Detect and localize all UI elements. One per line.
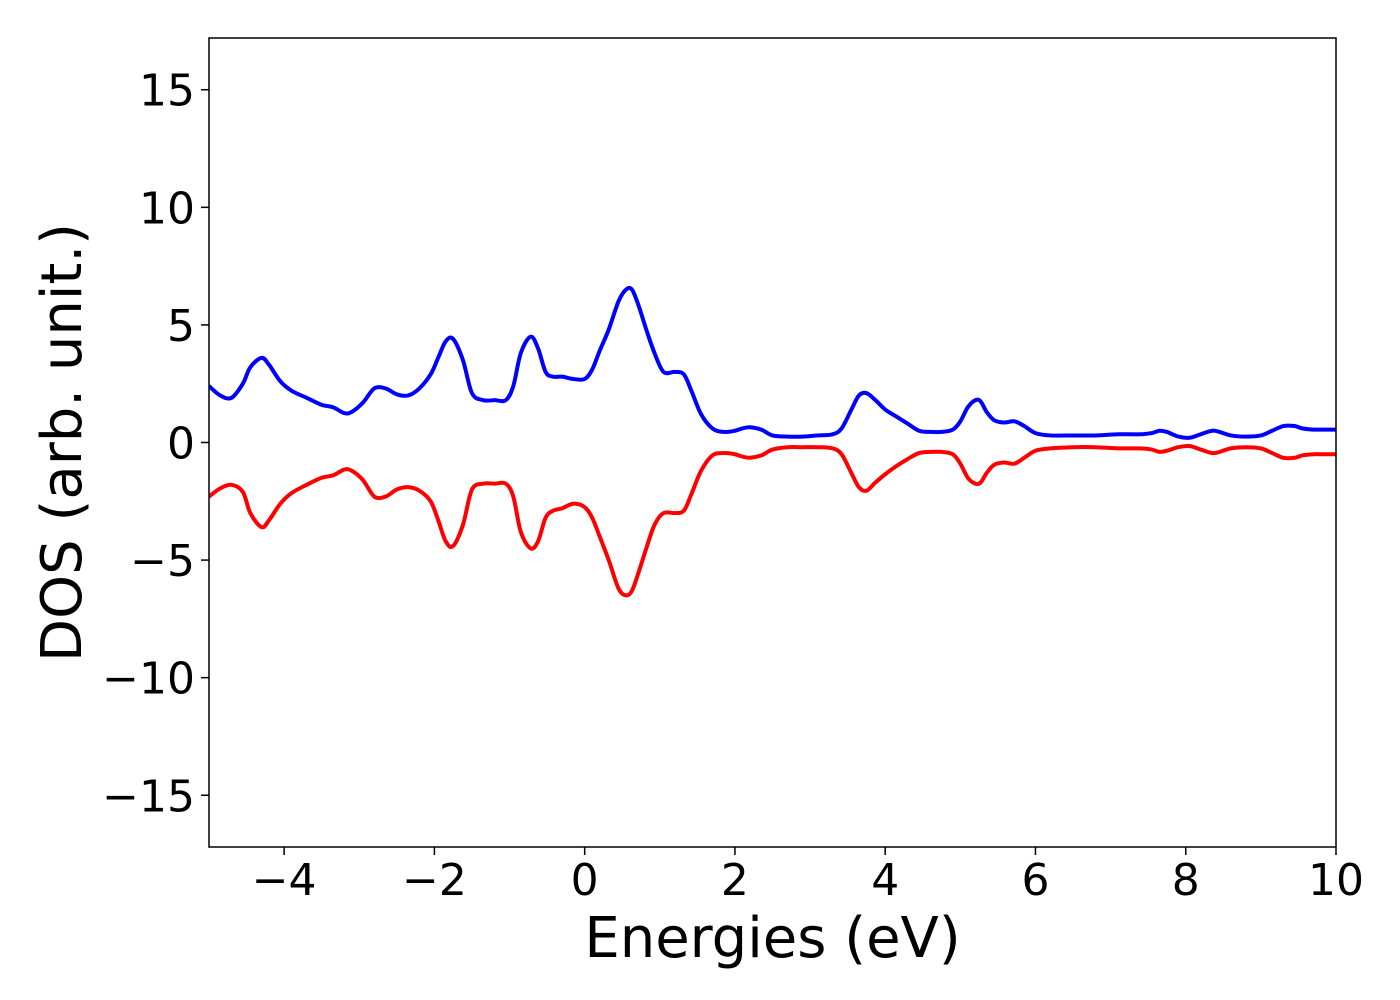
y-tick-label: 5 xyxy=(167,301,195,352)
spin-down-dos-line xyxy=(209,443,1336,598)
x-tick-label: −2 xyxy=(402,855,467,906)
y-tick-label: 15 xyxy=(139,66,195,117)
x-tick-label: −4 xyxy=(252,855,317,906)
y-tick-label: −5 xyxy=(130,536,195,587)
y-tick-label: 0 xyxy=(167,419,195,470)
x-axis-label: Energies (eV) xyxy=(584,906,960,971)
spin-up-dos-line xyxy=(209,285,1336,440)
y-axis-ticks: 15 10 5 0 −5 −10 −15 xyxy=(102,66,209,822)
plot-frame xyxy=(208,37,1337,848)
x-tick-label: 0 xyxy=(571,855,599,906)
x-tick-label: 2 xyxy=(721,855,749,906)
series-layer xyxy=(209,285,1336,598)
x-tick-label: 6 xyxy=(1021,855,1049,906)
y-tick-label: −10 xyxy=(102,654,195,705)
x-tick-label: 4 xyxy=(871,855,899,906)
x-tick-label: 8 xyxy=(1172,855,1200,906)
x-tick-label: 10 xyxy=(1308,855,1364,906)
y-tick-label: −15 xyxy=(102,771,195,822)
y-axis-label: DOS (arb. unit.) xyxy=(30,223,95,662)
x-axis-ticks: −4 −2 0 2 4 6 8 10 xyxy=(252,847,1364,906)
y-tick-label: 10 xyxy=(139,183,195,234)
